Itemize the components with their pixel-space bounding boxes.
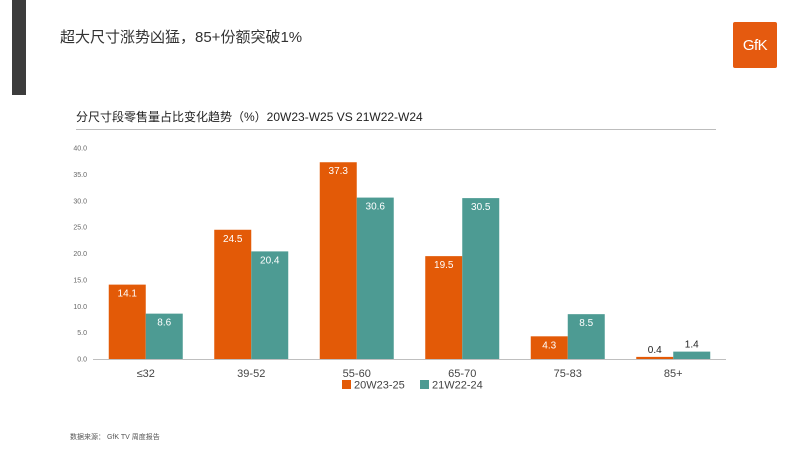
bar-2 bbox=[356, 197, 394, 359]
bar-1 bbox=[214, 229, 252, 359]
legend-label: 20W23-25 bbox=[354, 380, 405, 392]
bar-1 bbox=[319, 162, 357, 359]
x-tick-label: 85+ bbox=[664, 368, 683, 380]
data-label: 19.5 bbox=[434, 260, 454, 271]
bar-1 bbox=[530, 336, 568, 359]
slide-title: 超大尺寸涨势凶猛，85+份额突破1% bbox=[60, 29, 303, 46]
bar-2 bbox=[251, 251, 289, 359]
x-tick-label: 55-60 bbox=[343, 368, 371, 380]
x-tick-label: 65-70 bbox=[448, 368, 476, 380]
bar-1 bbox=[108, 284, 146, 359]
y-tick-label: 5.0 bbox=[77, 330, 87, 337]
y-tick-label: 35.0 bbox=[73, 172, 87, 179]
chart-title: 分尺寸段零售量占比变化趋势（%）20W23-W25 VS 21W22-W24 bbox=[76, 110, 423, 124]
y-tick-label: 40.0 bbox=[73, 146, 87, 153]
bar-2 bbox=[567, 314, 605, 359]
y-tick-label: 10.0 bbox=[73, 304, 87, 311]
x-tick-label: 39-52 bbox=[237, 368, 265, 380]
data-label: 30.5 bbox=[471, 202, 491, 213]
data-label: 4.3 bbox=[542, 340, 556, 351]
data-label: 1.4 bbox=[685, 340, 699, 351]
data-source-note: 数据来源： GfK TV 周度报告 bbox=[70, 434, 160, 441]
data-label: 8.5 bbox=[579, 318, 593, 329]
data-label: 8.6 bbox=[157, 318, 171, 329]
data-label: 37.3 bbox=[329, 166, 349, 177]
data-label: 24.5 bbox=[223, 234, 243, 245]
bar-1 bbox=[425, 256, 463, 359]
x-tick-label: 75-83 bbox=[554, 368, 582, 380]
data-label: 0.4 bbox=[648, 345, 662, 356]
title-divider bbox=[76, 129, 716, 130]
logo-text: GfK bbox=[742, 36, 768, 54]
y-tick-label: 20.0 bbox=[73, 251, 87, 258]
y-tick-label: 0.0 bbox=[77, 357, 87, 364]
x-tick-label: ≤32 bbox=[137, 368, 155, 380]
y-tick-label: 15.0 bbox=[73, 277, 87, 284]
bar-2 bbox=[462, 198, 500, 359]
y-tick-label: 30.0 bbox=[73, 198, 87, 205]
bar-2 bbox=[673, 351, 711, 359]
legend-label: 21W22-24 bbox=[432, 380, 483, 392]
y-tick-label: 25.0 bbox=[73, 225, 87, 232]
legend-swatch bbox=[420, 380, 429, 389]
gfk-logo: GfK bbox=[733, 22, 777, 68]
bar-2 bbox=[145, 313, 183, 359]
data-label: 14.1 bbox=[118, 289, 138, 300]
legend-swatch bbox=[342, 380, 351, 389]
data-label: 20.4 bbox=[260, 255, 280, 266]
accent-bar bbox=[12, 0, 26, 95]
bar-1 bbox=[636, 356, 674, 359]
data-label: 30.6 bbox=[366, 202, 386, 213]
